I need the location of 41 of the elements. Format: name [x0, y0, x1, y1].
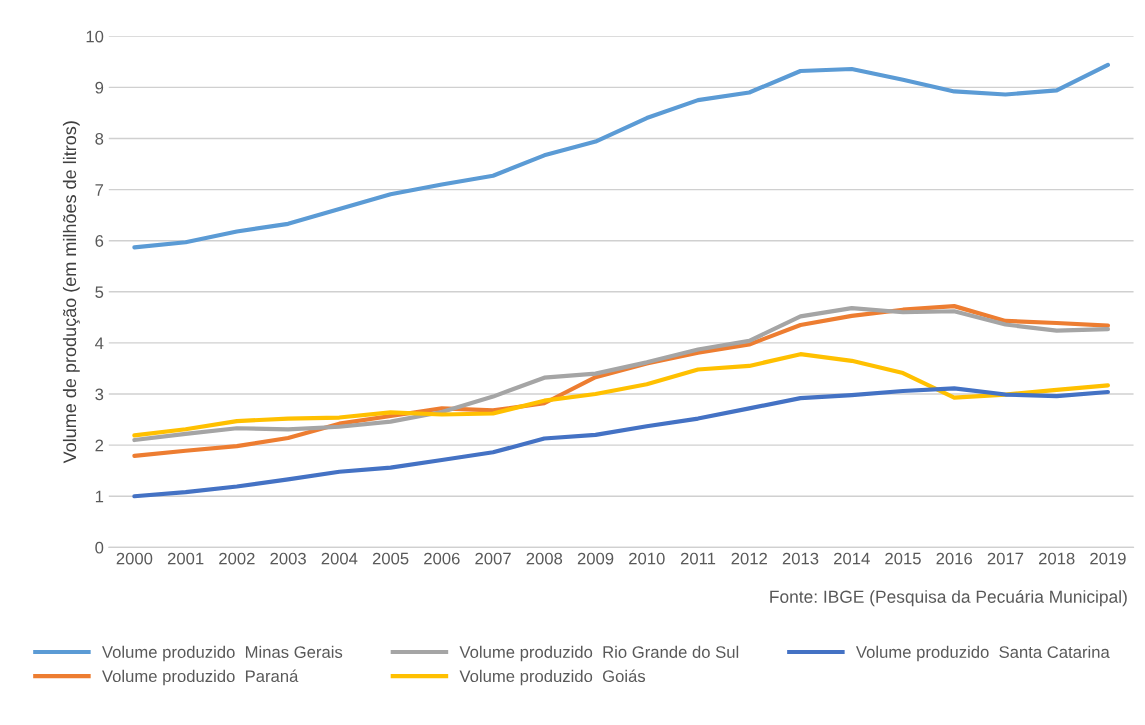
x-tick-label: 2005	[372, 552, 409, 565]
x-tick-label: 2001	[167, 552, 204, 565]
x-tick-label: 2008	[526, 552, 563, 565]
x-tick-label: 2019	[1090, 552, 1126, 565]
y-tick-label: 4	[95, 337, 104, 349]
x-tick-label: 2016	[936, 552, 973, 565]
legend-label: Volume produzido Minas Gerais	[102, 645, 343, 662]
x-tick-label: 2017	[987, 552, 1024, 565]
legend-label: Volume produzido Rio Grande do Sul	[459, 645, 739, 662]
x-tick-label: 2004	[321, 552, 358, 565]
x-tick-label: 2010	[629, 552, 665, 565]
y-tick-label: 8	[95, 132, 104, 145]
line-series	[132, 352, 1111, 438]
x-tick-label: 2000	[116, 552, 153, 565]
legend-label: Volume produzido Goiás	[459, 669, 646, 686]
y-axis-title: Volume de produção (em milhões de litros)	[62, 121, 80, 464]
y-tick-label: 10	[86, 30, 104, 43]
x-tick-label: 2015	[885, 552, 921, 565]
line-series	[132, 62, 1111, 250]
x-tick-label: 2013	[782, 552, 819, 565]
x-tick-label: 2011	[680, 552, 716, 565]
y-tick-label: 5	[95, 286, 104, 299]
y-tick-label: 2	[95, 439, 104, 452]
y-tick-label: 9	[95, 81, 104, 94]
y-tick-label: 6	[95, 235, 104, 247]
source-note: Fonte: IBGE (Pesquisa da Pecuária Municipal)	[770, 589, 1127, 607]
x-tick-label: 2018	[1038, 552, 1075, 565]
x-tick-label: 2003	[270, 552, 306, 565]
x-tick-label: 2006	[424, 552, 460, 565]
y-tick-label: 7	[95, 184, 104, 196]
x-tick-label: 2007	[475, 552, 511, 565]
line-series	[132, 386, 1111, 499]
y-tick-label: 3	[95, 388, 104, 401]
x-tick-label: 2002	[219, 552, 255, 565]
y-tick-label: 0	[95, 541, 104, 554]
x-tick-label: 2009	[577, 552, 614, 565]
y-tick-label: 1	[95, 490, 104, 503]
x-tick-label: 2012	[731, 552, 767, 565]
legend-label: Volume produzido Santa Catarina	[855, 645, 1110, 662]
x-tick-label: 2014	[834, 552, 870, 565]
legend-label: Volume produzido Paraná	[102, 669, 299, 686]
